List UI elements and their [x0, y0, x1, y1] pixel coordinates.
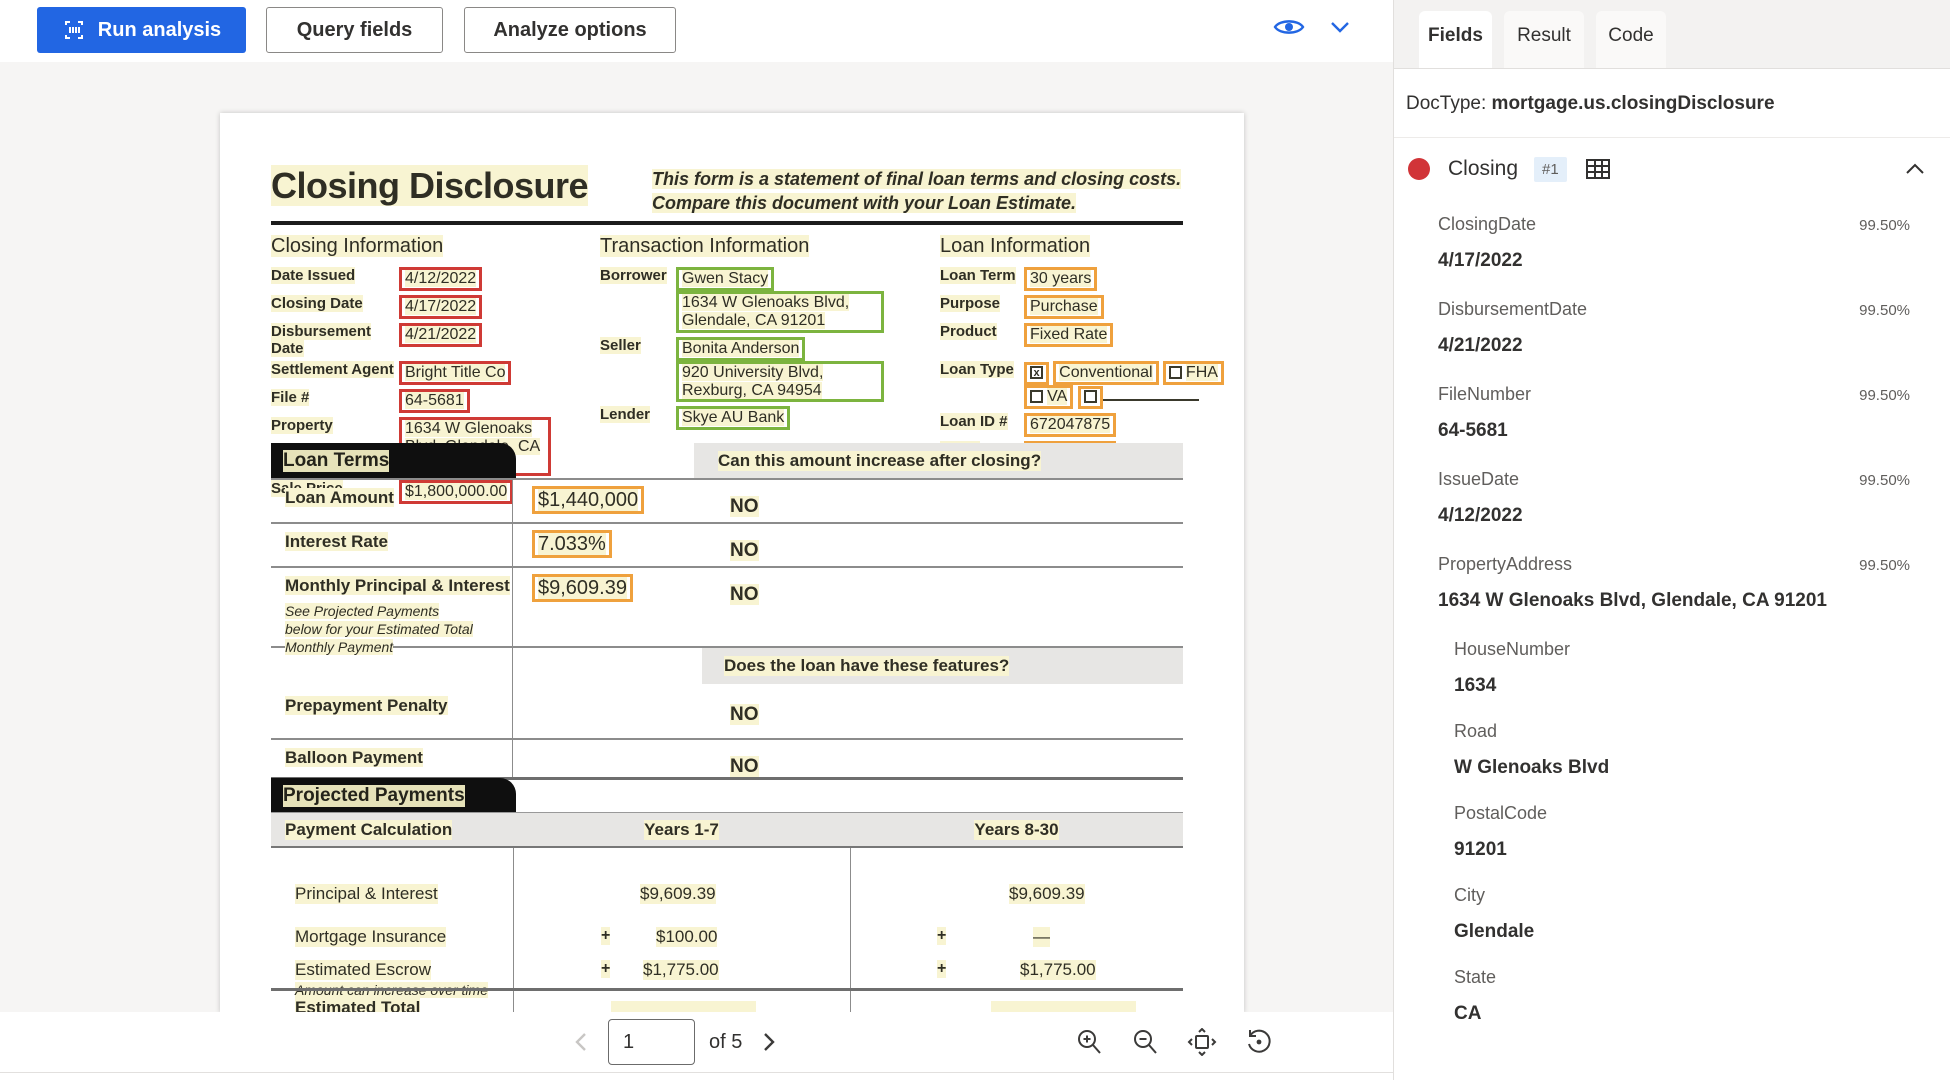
pp-header-years-8-30: Years 8-30 [974, 819, 1059, 840]
scan-icon [62, 18, 86, 42]
loan-type-va-bbox[interactable]: VA [1024, 384, 1074, 409]
borrower-name-bbox[interactable]: Gwen Stacy [676, 267, 775, 291]
group-color-dot-icon [1408, 158, 1430, 180]
loan-type-conventional-checkbox[interactable]: x [1024, 361, 1049, 385]
preview-eye-icon[interactable] [1273, 14, 1305, 40]
confidence-value: 99.50% [1859, 302, 1910, 319]
field-row-disbursementdate[interactable]: DisbursementDate 99.50% 4/21/2022 [1438, 299, 1910, 356]
loan-terms-tab: Loan Terms [271, 443, 516, 478]
closing-group-header[interactable]: Closing #1 [1394, 138, 1950, 200]
projected-payments-tab: Projected Payments [271, 778, 516, 813]
table-grid-icon[interactable] [1585, 157, 1611, 181]
loan-type-conventional-bbox[interactable]: Conventional [1053, 360, 1159, 385]
doctype-value: mortgage.us.closingDisclosure [1491, 93, 1775, 114]
analyze-options-label: Analyze options [493, 18, 647, 41]
pp-header-calculation: Payment Calculation [285, 819, 453, 840]
closing-date-bbox[interactable]: 4/17/2022 [399, 294, 483, 319]
loan-id-bbox[interactable]: 672047875 [1024, 412, 1117, 437]
loan-type-other-checkbox[interactable] [1077, 385, 1103, 409]
borrower-address-bbox[interactable]: 1634 W Glenoaks Blvd, Glendale, CA 91201 [676, 290, 884, 333]
analyze-options-button[interactable]: Analyze options [464, 7, 676, 53]
zoom-in-icon[interactable] [1075, 1028, 1103, 1056]
field-row-filenumber[interactable]: FileNumber 99.50% 64-5681 [1438, 384, 1910, 441]
viewer-bottom-toolbar: of 5 [0, 1012, 1393, 1072]
confidence-value: 99.50% [1859, 557, 1910, 574]
pp-estimated-total-label: Estimated Total [295, 998, 421, 1012]
loan-terms-question2: Does the loan have these features? [702, 648, 1183, 684]
file-number-bbox[interactable]: 64-5681 [399, 388, 470, 413]
lender-bbox[interactable]: Skye AU Bank [676, 406, 791, 431]
field-row-issuedate[interactable]: IssueDate 99.50% 4/12/2022 [1438, 469, 1910, 526]
confidence-value: 99.50% [1859, 472, 1910, 489]
field-row-postalcode[interactable]: PostalCode 91201 [1454, 803, 1548, 860]
pp-header-years-1-7: Years 1-7 [644, 819, 719, 840]
loan-amount-bbox[interactable]: $1,440,000 [532, 486, 645, 515]
chevron-up-icon[interactable] [1902, 156, 1928, 182]
panel-tab-strip: Fields Result Code [1394, 0, 1950, 68]
settlement-agent-bbox[interactable]: Bright Title Co [399, 360, 512, 385]
field-row-road[interactable]: Road W Glenoaks Blvd [1454, 721, 1610, 778]
sale-price-bbox[interactable]: $1,800,000.00 [399, 480, 514, 505]
query-fields-label: Query fields [296, 18, 413, 41]
top-toolbar: Run analysis Query fields Analyze option… [0, 0, 1393, 62]
document-viewer: Closing Disclosure This form is a statem… [0, 62, 1393, 1012]
panel-content: DocType: mortgage.us.closingDisclosure C… [1394, 68, 1950, 1080]
run-analysis-button[interactable]: Run analysis [37, 7, 246, 53]
bottom-divider [0, 1072, 1950, 1073]
transaction-info-heading: Transaction Information [600, 235, 810, 257]
monthly-principal-interest-bbox[interactable]: $9,609.39 [532, 574, 633, 603]
doc-intro: This form is a statement of final loan t… [652, 169, 1182, 214]
page-count-label: of 5 [709, 1030, 743, 1053]
chevron-down-icon[interactable] [1327, 14, 1353, 40]
confidence-value: 99.50% [1859, 387, 1910, 404]
confidence-value: 99.50% [1859, 217, 1910, 234]
transaction-information-section: Transaction Information Borrower Gwen St… [600, 235, 930, 434]
document-page: Closing Disclosure This form is a statem… [220, 113, 1244, 1012]
seller-name-bbox[interactable]: Bonita Anderson [676, 336, 806, 361]
loan-type-blank-line [1102, 389, 1199, 401]
pp-clipped-value-2 [991, 1001, 1136, 1012]
seller-address-bbox[interactable]: 920 University Blvd, Rexburg, CA 94954 [676, 360, 884, 403]
query-fields-button[interactable]: Query fields [266, 7, 443, 53]
loan-information-section: Loan Information Loan Term 30 years Purp… [940, 235, 1230, 469]
product-bbox[interactable]: Fixed Rate [1024, 322, 1114, 347]
page-number-input[interactable] [608, 1019, 695, 1065]
group-index-badge: #1 [1534, 156, 1567, 182]
zoom-out-icon[interactable] [1131, 1028, 1159, 1056]
disbursement-date-bbox[interactable]: 4/21/2022 [399, 322, 483, 347]
doctype-label: DocType: [1406, 93, 1487, 114]
field-row-state[interactable]: State CA [1454, 967, 1497, 1024]
loan-terms-question1: Can this amount increase after closing? [694, 443, 1183, 478]
run-analysis-label: Run analysis [97, 18, 222, 41]
chevron-right-icon[interactable] [756, 1030, 780, 1054]
fields-panel: Fields Result Code DocType: mortgage.us.… [1393, 0, 1950, 1080]
loan-type-fha-bbox[interactable]: FHA [1162, 360, 1224, 385]
doctype-row: DocType: mortgage.us.closingDisclosure [1394, 69, 1950, 115]
tab-code[interactable]: Code [1596, 11, 1666, 68]
tab-fields[interactable]: Fields [1419, 11, 1492, 68]
group-name: Closing [1448, 157, 1519, 180]
panel-divider [1394, 137, 1950, 138]
tab-result[interactable]: Result [1504, 11, 1584, 68]
fields-list: ClosingDate 99.50% 4/17/2022 Disbursement… [1394, 200, 1950, 1049]
page-navigation: of 5 [570, 1012, 780, 1072]
chevron-left-icon[interactable] [570, 1030, 594, 1054]
header-rule [271, 221, 1183, 225]
date-issued-bbox[interactable]: 4/12/2022 [399, 267, 483, 291]
rotate-icon[interactable] [1245, 1028, 1273, 1056]
field-row-housenumber[interactable]: HouseNumber 1634 [1454, 639, 1571, 696]
field-row-city[interactable]: City Glendale [1454, 885, 1535, 942]
field-row-propertyaddress[interactable]: PropertyAddress 99.50% 1634 W Glenoaks Bl… [1438, 554, 1910, 611]
loan-info-heading: Loan Information [940, 235, 1091, 257]
loan-term-bbox[interactable]: 30 years [1024, 267, 1098, 291]
field-row-closingdate[interactable]: ClosingDate 99.50% 4/17/2022 [1438, 214, 1910, 271]
closing-info-heading: Closing Information [271, 235, 444, 257]
fit-to-page-icon[interactable] [1187, 1028, 1217, 1056]
doc-title: Closing Disclosure [271, 165, 589, 206]
pp-clipped-value-1 [611, 1001, 756, 1012]
interest-rate-bbox[interactable]: 7.033% [532, 530, 612, 559]
purpose-bbox[interactable]: Purchase [1024, 294, 1104, 319]
